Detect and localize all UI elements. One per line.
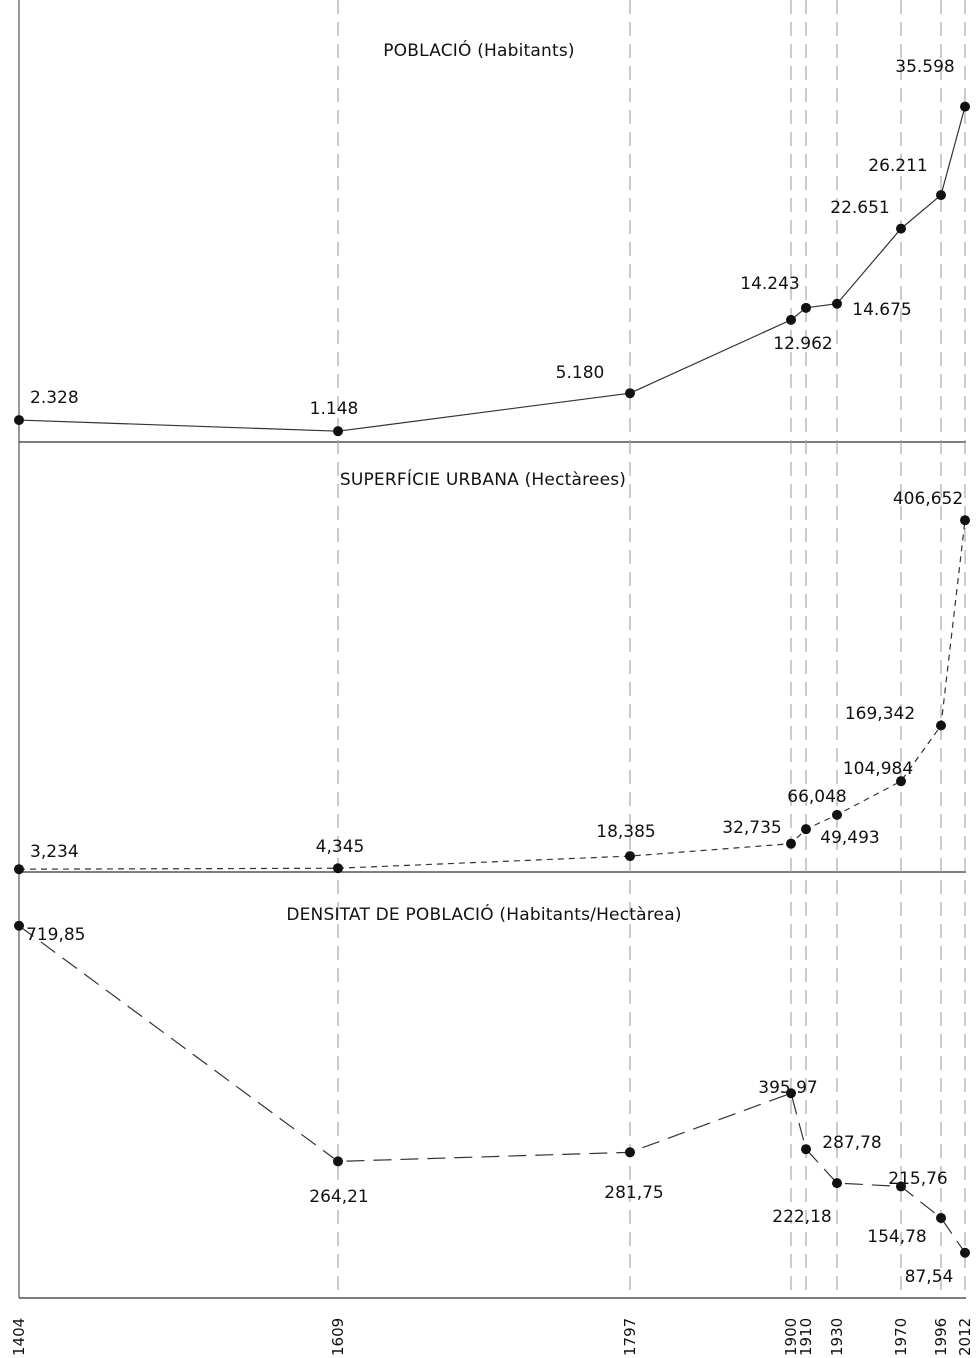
panel-2: SUPERFÍCIE URBANA (Hectàrees) 3,234 4,345 1… bbox=[14, 468, 970, 875]
data-label-2-1970: 104,984 bbox=[843, 759, 913, 779]
data-label-1-1797: 5.180 bbox=[556, 363, 605, 383]
data-label-3-1996: 154,78 bbox=[867, 1227, 926, 1247]
x-tick-1930: 1930 bbox=[828, 1318, 846, 1356]
data-point-1-1797 bbox=[625, 388, 635, 399]
data-label-2-2012: 406,652 bbox=[893, 489, 963, 509]
data-label-3-1404: 719,85 bbox=[26, 925, 85, 945]
data-label-1-2012: 35.598 bbox=[895, 57, 954, 77]
data-label-1-1404: 2.328 bbox=[30, 388, 79, 408]
series-line-2 bbox=[18, 520, 966, 870]
data-point-3-1970 bbox=[896, 1181, 906, 1192]
data-point-3-2012 bbox=[960, 1247, 970, 1258]
data-point-2-1609 bbox=[333, 863, 343, 874]
panel-title-3: DENSITAT DE POBLACIÓ (Habitants/Hectàrea… bbox=[286, 903, 681, 925]
data-label-2-1996: 169,342 bbox=[845, 704, 915, 724]
data-label-3-1609: 264,21 bbox=[309, 1187, 368, 1207]
data-label-3-1910: 287,78 bbox=[822, 1133, 881, 1153]
data-point-2-1996 bbox=[936, 720, 946, 731]
x-tick-1996: 1996 bbox=[932, 1318, 950, 1356]
series-line-1 bbox=[18, 106, 966, 432]
year-gridlines bbox=[337, 0, 966, 1298]
chart-frame bbox=[18, 0, 966, 1299]
x-tick-1900: 1900 bbox=[782, 1318, 800, 1356]
panel-3: DENSITAT DE POBLACIÓ (Habitants/Hectàrea… bbox=[14, 903, 970, 1287]
data-label-3-1970: 215,76 bbox=[888, 1169, 947, 1189]
data-point-3-1900 bbox=[786, 1088, 796, 1099]
data-point-1-1910 bbox=[801, 302, 811, 313]
data-point-1-1404 bbox=[14, 415, 24, 426]
data-point-3-1404 bbox=[14, 920, 24, 931]
data-label-1-1996: 26.211 bbox=[868, 156, 927, 176]
data-label-3-1900: 395,97 bbox=[758, 1078, 817, 1098]
data-point-1-1900 bbox=[786, 314, 796, 325]
data-point-2-1900 bbox=[786, 838, 796, 849]
data-label-1-1910: 14.243 bbox=[740, 274, 799, 294]
data-label-3-2012: 87,54 bbox=[905, 1267, 954, 1287]
data-label-2-1797: 18,385 bbox=[596, 822, 655, 842]
data-point-1-1930 bbox=[832, 298, 842, 309]
data-point-3-1930 bbox=[832, 1178, 842, 1189]
x-tick-1970: 1970 bbox=[892, 1318, 910, 1356]
data-point-2-2012 bbox=[960, 515, 970, 526]
chart-panels: POBLACIÓ (Habitants) 2.328 1.148 5.180 12.96… bbox=[14, 39, 970, 1287]
data-label-1-1609: 1.148 bbox=[310, 399, 359, 419]
panel-title-1: POBLACIÓ (Habitants) bbox=[383, 39, 575, 61]
x-tick-1609: 1609 bbox=[329, 1318, 347, 1356]
data-label-1-1930: 14.675 bbox=[852, 300, 911, 320]
x-tick-1910: 1910 bbox=[797, 1318, 815, 1356]
data-label-1-1900: 12.962 bbox=[773, 334, 832, 354]
x-tick-2012: 2012 bbox=[956, 1318, 974, 1356]
data-point-3-1797 bbox=[625, 1147, 635, 1158]
data-point-1-1609 bbox=[333, 426, 343, 437]
data-point-2-1404 bbox=[14, 864, 24, 875]
data-point-2-1910 bbox=[801, 824, 811, 835]
data-point-3-1910 bbox=[801, 1144, 811, 1155]
data-point-1-1970 bbox=[896, 223, 906, 234]
data-label-3-1797: 281,75 bbox=[604, 1183, 663, 1203]
data-point-3-1996 bbox=[936, 1212, 946, 1223]
series-line-3 bbox=[18, 925, 966, 1254]
data-label-2-1910: 49,493 bbox=[820, 828, 879, 848]
data-label-2-1404: 3,234 bbox=[30, 842, 79, 862]
data-label-2-1900: 32,735 bbox=[722, 818, 781, 838]
data-label-2-1930: 66,048 bbox=[787, 787, 846, 807]
data-label-3-1930: 222,18 bbox=[772, 1207, 831, 1227]
panel-title-2: SUPERFÍCIE URBANA (Hectàrees) bbox=[340, 468, 626, 490]
data-point-2-1970 bbox=[896, 776, 906, 787]
data-point-2-1797 bbox=[625, 851, 635, 862]
data-point-2-1930 bbox=[832, 809, 842, 820]
data-point-1-2012 bbox=[960, 101, 970, 112]
x-tick-1797: 1797 bbox=[621, 1318, 639, 1356]
data-point-3-1609 bbox=[333, 1156, 343, 1167]
data-label-1-1970: 22.651 bbox=[830, 198, 889, 218]
x-tick-1404: 1404 bbox=[10, 1318, 28, 1356]
data-point-1-1996 bbox=[936, 190, 946, 201]
data-label-2-1609: 4,345 bbox=[316, 837, 365, 857]
panel-1: POBLACIÓ (Habitants) 2.328 1.148 5.180 12.96… bbox=[14, 39, 970, 437]
